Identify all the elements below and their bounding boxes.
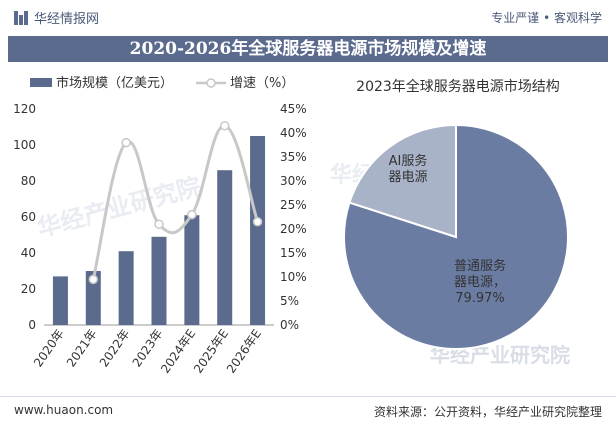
legend: 市场规模（亿美元） 增速（%） [30, 75, 294, 91]
bar [85, 271, 101, 325]
growth-point [219, 121, 230, 131]
brand-logo-icon [14, 10, 28, 25]
legend-line-marker [206, 78, 216, 88]
y-left-tick-label: 40 [21, 246, 36, 260]
growth-point [187, 209, 197, 220]
y-left-tick-label: 80 [21, 174, 36, 188]
footer: www.huaon.com 资料来源：公开资料，华经产业研究院整理 [0, 396, 616, 427]
y-left-tick-label: 60 [21, 210, 36, 224]
top-bar: 华经情报网 专业严谨 • 客观科学 [0, 0, 616, 34]
y-right-tick-label: 5% [280, 294, 299, 308]
growth-point [88, 274, 99, 285]
growth-point [252, 217, 263, 227]
footer-source: 资料来源：公开资料，华经产业研究院整理 [373, 405, 602, 419]
legend-bar-label: 市场规模（亿美元） [56, 75, 173, 91]
chart-title: 2020-2026年全球服务器电源市场规模及增速 [8, 36, 608, 62]
chart-area: 华经产业研究院 华经产业研究院 华经产业研究院 市场规模（亿美元） 增速（%） … [13, 75, 570, 376]
y-left-tick-label: 120 [13, 102, 36, 116]
bar [52, 276, 68, 325]
legend-line-label: 增速（%） [230, 76, 294, 91]
footer-site: www.huaon.com [14, 403, 114, 417]
bar [250, 136, 266, 325]
y-right-tick-label: 40% [280, 126, 307, 140]
y-right-tick-label: 0% [280, 318, 299, 332]
slogan: 专业严谨 • 客观科学 [491, 11, 602, 25]
y-right-tick-label: 30% [280, 174, 307, 188]
pie-label-ai: AI服务器电源 [388, 153, 427, 185]
y-left-tick-label: 0 [28, 318, 36, 332]
legend-bar-swatch [30, 78, 52, 87]
pie-title: 2023年全球服务器电源市场结构 [356, 78, 560, 95]
growth-point [154, 219, 164, 229]
growth-line [91, 124, 259, 280]
pie-slice-ai [348, 123, 457, 239]
y-right-tick-label: 25% [280, 198, 307, 212]
x-tick-label: 2023年 [130, 327, 166, 370]
bar [118, 251, 134, 325]
y-right-tick-label: 15% [280, 246, 307, 260]
brand: 华经情报网 [14, 8, 99, 27]
y-right-tick-label: 10% [280, 270, 307, 284]
brand-name: 华经情报网 [34, 12, 100, 27]
x-tick-label: 2022年 [97, 327, 133, 370]
bar [184, 215, 200, 325]
y-right-tick-label: 35% [280, 150, 307, 164]
y-right-tick-label: 45% [280, 102, 307, 116]
x-tick-label: 2020年 [31, 327, 67, 370]
y-left-tick-label: 20 [21, 282, 36, 296]
y-left-tick-label: 100 [13, 138, 36, 152]
pie-label-general: 普通服务器电源， 79.97% [454, 258, 506, 306]
growth-point [121, 137, 131, 148]
x-tick-label: 2021年 [64, 327, 100, 370]
bar [217, 170, 233, 325]
y-right-tick-label: 20% [280, 222, 307, 236]
bar [151, 236, 167, 325]
